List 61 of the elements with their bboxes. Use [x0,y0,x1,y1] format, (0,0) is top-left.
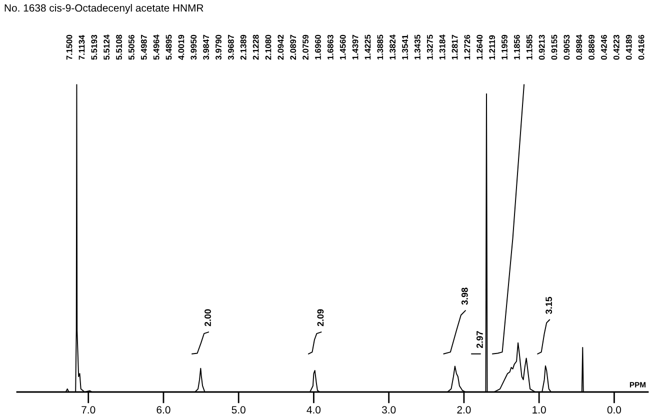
text: 2.1228 [252,34,259,60]
text: 3.9687 [228,34,234,60]
text: 0.8984 [576,34,582,60]
x-tick-label: 6.0 [156,406,170,414]
text: 1.3824 [390,34,396,60]
text: 0.4166 [638,34,644,60]
text: 0.9213 [538,34,545,60]
annotation: 3.15 [546,296,552,314]
text: 3.9950 [190,34,197,60]
x-tick-label: 1.0 [532,406,546,414]
text: 1.4560 [340,34,346,60]
text: 5.5124 [104,34,110,60]
text: 1.2817 [452,34,458,60]
text: 5.5056 [128,34,134,60]
text: 3.9790 [216,34,222,60]
text: 5.5193 [91,34,98,60]
text: 1.3435 [414,34,420,60]
text: 0.4223 [613,34,620,60]
text: 3.9847 [203,34,210,60]
text: 1.1856 [514,34,520,60]
x-tick-label: 3.0 [382,406,396,414]
text: 1.6863 [327,34,334,60]
chart-title: No. 1638 cis-9-Octadecenyl acetate HNMR [4,4,204,14]
text: 1.2119 [489,35,496,60]
text: 1.3541 [402,34,408,60]
text: 5.5108 [116,34,122,60]
text: 1.3275 [426,34,433,60]
x-tick-label: 7.0 [82,406,96,414]
annotation: 2.00 [204,309,211,326]
text: 7.1134 [78,35,85,60]
x-tick-label: 2.0 [457,406,471,414]
text: 1.4397 [352,34,358,60]
text: 2.1389 [240,34,246,60]
x-tick-label: 4.0 [306,406,321,414]
text: 1.3885 [377,34,384,60]
x-tick-label: 0.0 [607,406,622,414]
text: 2.0897 [290,34,296,60]
text: 0.4246 [601,34,607,60]
text: 5.4964 [153,34,160,60]
text: 1.3184 [439,34,446,60]
annotation: 2.09 [317,309,324,326]
annotation: 3.98 [461,288,468,305]
text: 0.9155 [551,34,558,60]
text: 2.0759 [302,34,308,60]
text: 1.1585 [526,34,532,60]
text: 0.4189 [626,34,632,60]
text: 0.9053 [564,34,570,60]
text: 1.1959 [502,34,508,60]
x-tick-label: 5.0 [232,406,246,414]
text: 5.4987 [140,34,147,60]
text: 1.2726 [464,34,470,60]
text: 1.4225 [364,34,371,60]
text: 4.0019 [178,34,184,60]
text: 2.0942 [278,34,284,60]
annotation: 2.97 [476,331,483,348]
text: 1.6960 [315,34,321,60]
text: 7.1500 [66,34,72,60]
text: 1.2640 [476,34,483,60]
text: 5.4895 [166,34,172,60]
text: 0.8869 [588,34,594,60]
text: 2.1080 [265,34,272,60]
